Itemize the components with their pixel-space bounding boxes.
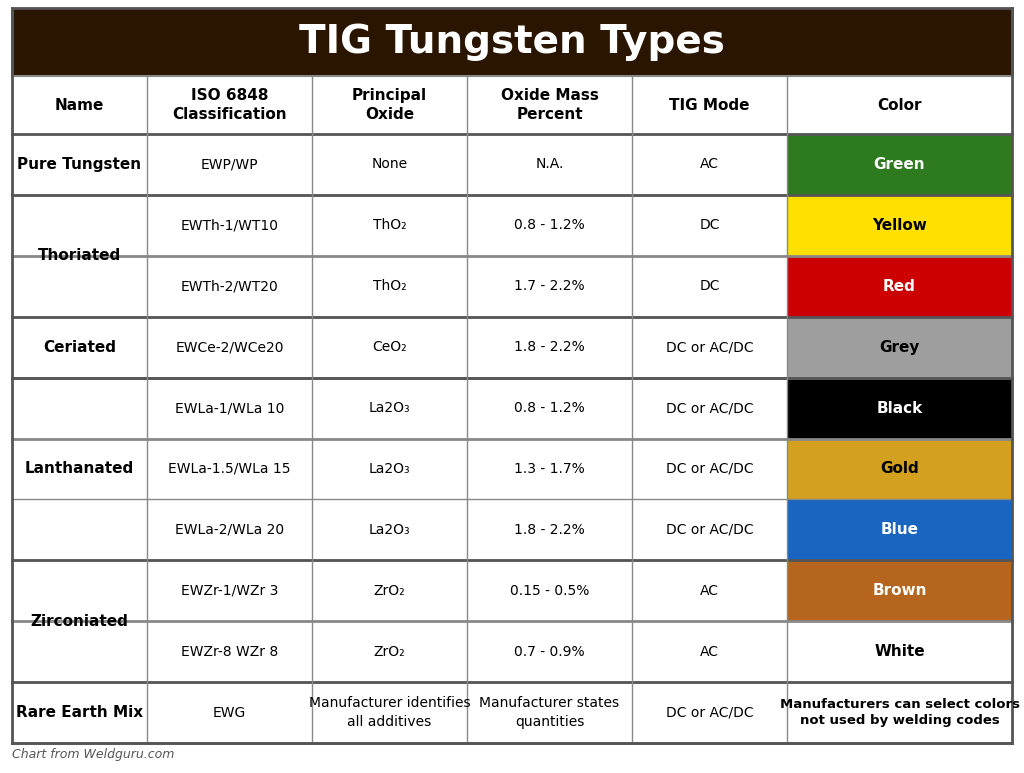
Bar (787, 438, 1012, 499)
Text: EWLa-1/WLa 10: EWLa-1/WLa 10 (175, 401, 285, 415)
Text: AC: AC (700, 584, 719, 598)
Text: 1.8 - 2.2%: 1.8 - 2.2% (514, 523, 585, 537)
Bar (787, 317, 1012, 377)
Text: 0.7 - 0.9%: 0.7 - 0.9% (514, 645, 585, 659)
Bar (787, 682, 1012, 743)
Text: EWCe-2/WCe20: EWCe-2/WCe20 (175, 340, 284, 354)
Text: DC or AC/DC: DC or AC/DC (666, 401, 754, 415)
Text: DC or AC/DC: DC or AC/DC (666, 340, 754, 354)
Bar (12, 76, 1012, 134)
Bar (787, 256, 1012, 317)
Text: 1.7 - 2.2%: 1.7 - 2.2% (514, 279, 585, 293)
Text: La2O₃: La2O₃ (369, 462, 411, 476)
Bar (12, 195, 1012, 256)
Text: 1.8 - 2.2%: 1.8 - 2.2% (514, 340, 585, 354)
Text: EWTh-1/WT10: EWTh-1/WT10 (180, 218, 279, 233)
Text: EWLa-2/WLa 20: EWLa-2/WLa 20 (175, 523, 284, 537)
Text: Yellow: Yellow (872, 218, 927, 233)
Text: TIG Mode: TIG Mode (670, 97, 750, 113)
Text: Chart from Weldguru.com: Chart from Weldguru.com (12, 748, 174, 761)
Text: ThO₂: ThO₂ (373, 218, 407, 233)
Text: EWLa-1.5/WLa 15: EWLa-1.5/WLa 15 (168, 462, 291, 476)
Bar (12, 499, 1012, 560)
Text: La2O₃: La2O₃ (369, 401, 411, 415)
Text: EWG: EWG (213, 706, 246, 720)
Bar (787, 560, 1012, 621)
Bar (12, 621, 1012, 682)
Text: AC: AC (700, 645, 719, 659)
Bar (787, 195, 1012, 256)
Text: Thoriated: Thoriated (38, 248, 121, 264)
Text: 0.8 - 1.2%: 0.8 - 1.2% (514, 401, 585, 415)
Text: La2O₃: La2O₃ (369, 523, 411, 537)
Text: 0.15 - 0.5%: 0.15 - 0.5% (510, 584, 589, 598)
Text: DC or AC/DC: DC or AC/DC (666, 462, 754, 476)
Text: Principal
Oxide: Principal Oxide (352, 88, 427, 122)
Text: Manufacturers can select colors
not used by welding codes: Manufacturers can select colors not used… (779, 698, 1020, 727)
Text: Manufacturer states
quantities: Manufacturer states quantities (479, 696, 620, 729)
Text: EWZr-1/WZr 3: EWZr-1/WZr 3 (181, 584, 279, 598)
Text: Brown: Brown (872, 584, 927, 598)
Text: Rare Earth Mix: Rare Earth Mix (16, 705, 143, 720)
Text: Grey: Grey (880, 339, 920, 355)
Bar (787, 621, 1012, 682)
Text: Blue: Blue (881, 523, 919, 537)
Text: Lanthanated: Lanthanated (25, 461, 134, 476)
Text: EWP/WP: EWP/WP (201, 158, 258, 172)
Bar (787, 499, 1012, 560)
Bar (12, 682, 1012, 743)
Text: ThO₂: ThO₂ (373, 279, 407, 293)
Text: Zirconiated: Zirconiated (31, 614, 128, 628)
Text: ISO 6848
Classification: ISO 6848 Classification (172, 88, 287, 122)
Text: CeO₂: CeO₂ (372, 340, 407, 354)
Text: Gold: Gold (880, 461, 919, 476)
Text: DC: DC (699, 279, 720, 293)
Bar (12, 8, 1012, 76)
Text: N.A.: N.A. (536, 158, 563, 172)
Bar (12, 560, 1012, 621)
Text: Color: Color (878, 97, 922, 113)
Text: None: None (372, 158, 408, 172)
Text: EWZr-8 WZr 8: EWZr-8 WZr 8 (181, 645, 279, 659)
Bar (12, 317, 1012, 377)
Text: Manufacturer identifies
all additives: Manufacturer identifies all additives (308, 696, 470, 729)
Text: ZrO₂: ZrO₂ (374, 584, 406, 598)
Text: AC: AC (700, 158, 719, 172)
Text: Green: Green (873, 157, 926, 172)
Text: ZrO₂: ZrO₂ (374, 645, 406, 659)
Text: 1.3 - 1.7%: 1.3 - 1.7% (514, 462, 585, 476)
Text: Red: Red (883, 279, 915, 294)
Bar (12, 134, 1012, 195)
Bar (12, 438, 1012, 499)
Bar (12, 8, 1012, 76)
Text: DC or AC/DC: DC or AC/DC (666, 523, 754, 537)
Text: TIG Tungsten Types: TIG Tungsten Types (299, 23, 725, 61)
Text: DC or AC/DC: DC or AC/DC (666, 706, 754, 720)
Text: Name: Name (55, 97, 104, 113)
Bar (787, 377, 1012, 438)
Text: White: White (874, 644, 925, 659)
Text: Oxide Mass
Percent: Oxide Mass Percent (501, 88, 598, 122)
Text: Ceriated: Ceriated (43, 339, 116, 355)
Text: 0.8 - 1.2%: 0.8 - 1.2% (514, 218, 585, 233)
Text: DC: DC (699, 218, 720, 233)
Bar (12, 256, 1012, 317)
Text: EWTh-2/WT20: EWTh-2/WT20 (180, 279, 279, 293)
Bar (787, 134, 1012, 195)
Text: Pure Tungsten: Pure Tungsten (17, 157, 141, 172)
Bar (12, 377, 1012, 438)
Text: Black: Black (877, 400, 923, 416)
